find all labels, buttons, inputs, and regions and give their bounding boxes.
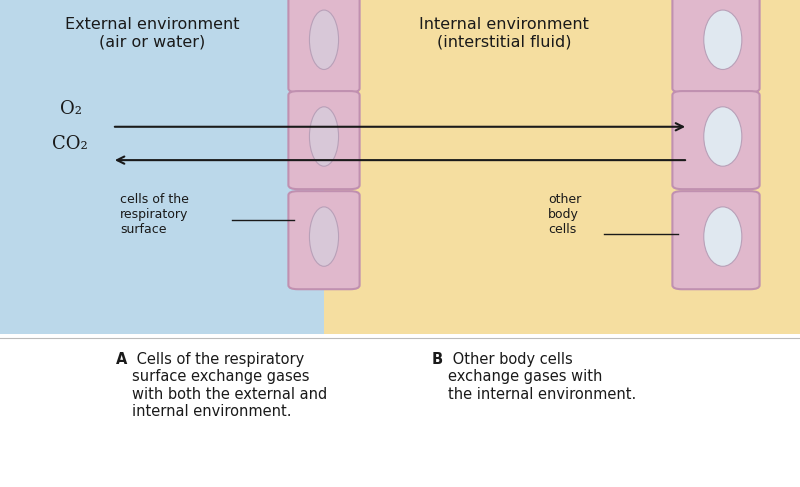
Bar [0, 0, 324, 334]
FancyBboxPatch shape [672, 91, 760, 189]
FancyBboxPatch shape [289, 0, 360, 93]
Ellipse shape [704, 107, 742, 166]
Text: Other body cells
exchange gases with
the internal environment.: Other body cells exchange gases with the… [448, 352, 636, 402]
Ellipse shape [310, 207, 338, 266]
Text: O₂: O₂ [60, 100, 82, 118]
FancyBboxPatch shape [289, 91, 360, 189]
Text: Internal environment
(interstitial fluid): Internal environment (interstitial fluid… [419, 17, 589, 49]
Text: cells of the
respiratory
surface: cells of the respiratory surface [120, 193, 189, 237]
Ellipse shape [704, 10, 742, 70]
Ellipse shape [704, 207, 742, 266]
FancyBboxPatch shape [672, 0, 760, 93]
Text: B: B [432, 352, 443, 367]
Text: other
body
cells: other body cells [548, 193, 582, 237]
Text: CO₂: CO₂ [52, 135, 88, 153]
FancyBboxPatch shape [289, 191, 360, 289]
FancyBboxPatch shape [672, 191, 760, 289]
Text: Cells of the respiratory
surface exchange gases
with both the external and
inter: Cells of the respiratory surface exchang… [132, 352, 327, 419]
Text: A: A [116, 352, 127, 367]
Ellipse shape [310, 10, 338, 70]
Ellipse shape [310, 107, 338, 166]
Bar [324, 0, 800, 334]
Text: External environment
(air or water): External environment (air or water) [65, 17, 239, 49]
